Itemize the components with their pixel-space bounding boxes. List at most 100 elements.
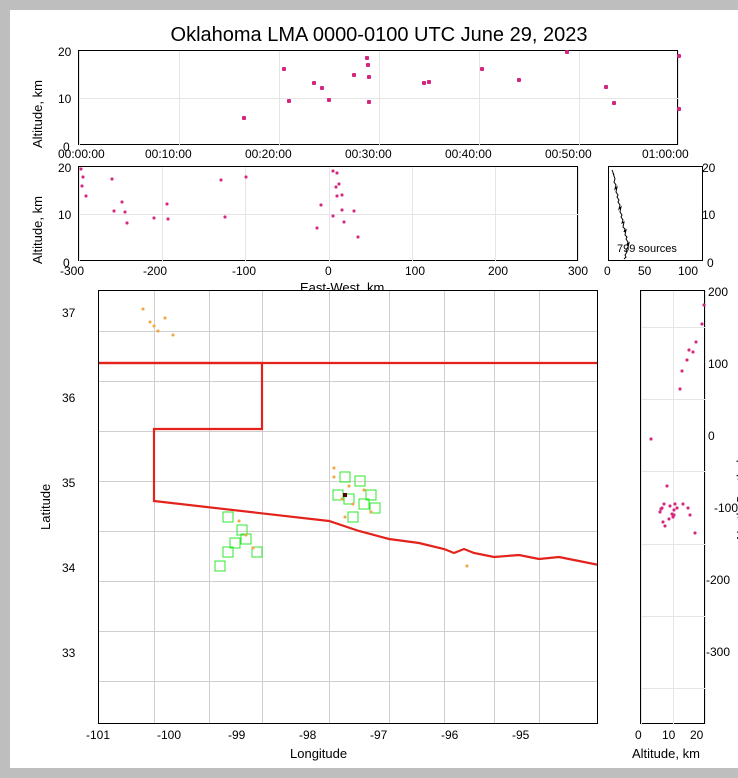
scatter-point-northsouth-altitude [664, 525, 667, 528]
storm-cell-marker[interactable] [347, 511, 358, 522]
storm-cell-marker[interactable] [355, 476, 366, 487]
lat-tick-33: 33 [62, 646, 75, 660]
scatter-point-eastwest-altitude [121, 200, 124, 203]
x-tick2-6: 300 [568, 264, 588, 278]
x-tick2-5: 200 [488, 264, 508, 278]
scatter-point-time-altitude [604, 85, 608, 89]
scatter-point-eastwest-altitude [336, 195, 339, 198]
scatter-point-eastwest-altitude [125, 222, 128, 225]
scatter-point-time-altitude [282, 67, 286, 71]
northsouth-altitude-panel[interactable] [640, 290, 705, 724]
gridline [641, 616, 706, 617]
sparse-lma-source-marker [362, 489, 365, 492]
scatter-point-time-altitude [677, 54, 681, 58]
scatter-point-time-altitude [366, 63, 370, 67]
storm-cell-marker[interactable] [215, 560, 226, 571]
y-tick2-20: 20 [58, 161, 71, 175]
state-border-svg [99, 291, 598, 724]
lat-tick-35: 35 [62, 476, 75, 490]
x-tick2-4: 100 [405, 264, 425, 278]
x-tick-0: 00:00:00 [58, 147, 105, 161]
gridline [641, 327, 706, 328]
sparse-lma-source-marker [333, 467, 336, 470]
scatter-point-time-altitude [480, 67, 484, 71]
gridline [641, 688, 706, 689]
storm-cell-marker[interactable] [222, 547, 233, 558]
lon-tick--99: -99 [228, 728, 245, 742]
x-tick-1: 00:10:00 [145, 147, 192, 161]
scatter-point-time-altitude [612, 101, 616, 105]
y-tick2-10: 10 [58, 208, 71, 222]
scatter-point-eastwest-altitude [153, 217, 156, 220]
scatter-point-northsouth-altitude [674, 503, 677, 506]
right-ylabel: North-South, km [734, 390, 738, 540]
x-tick3-1: 50 [638, 264, 651, 278]
scatter-point-northsouth-altitude [688, 349, 691, 352]
oklahoma-map-panel[interactable] [98, 290, 598, 724]
scatter-point-eastwest-altitude [319, 204, 322, 207]
scatter-point-eastwest-altitude [84, 195, 87, 198]
scatter-point-eastwest-altitude [80, 185, 83, 188]
scatter-point-eastwest-altitude [353, 210, 356, 213]
scatter-point-northsouth-altitude [671, 515, 674, 518]
scatter-point-time-altitude [320, 86, 324, 90]
x-tick2-0: -300 [60, 264, 84, 278]
scatter-point-northsouth-altitude [679, 387, 682, 390]
y-tick-10: 10 [58, 92, 71, 106]
scatter-point-time-altitude [517, 78, 521, 82]
scatter-point-northsouth-altitude [658, 510, 661, 513]
scatter-point-eastwest-altitude [340, 193, 343, 196]
scatter-point-northsouth-altitude [667, 517, 670, 520]
x-tick-2: 00:20:00 [245, 147, 292, 161]
sources-count-label: 799 sources [617, 243, 677, 255]
scatter-point-northsouth-altitude [682, 503, 685, 506]
scatter-point-northsouth-altitude [701, 322, 704, 325]
scatter-point-northsouth-altitude [686, 358, 689, 361]
x-tick-5: 00:50:00 [545, 147, 592, 161]
scatter-point-eastwest-altitude [332, 169, 335, 172]
scatter-point-northsouth-altitude [649, 438, 652, 441]
scatter-point-eastwest-altitude [332, 214, 335, 217]
gridline [641, 471, 706, 472]
scatter-point-time-altitude [422, 81, 426, 85]
storm-cell-marker[interactable] [222, 511, 233, 522]
gridline [705, 291, 706, 725]
scatter-point-eastwest-altitude [219, 179, 222, 182]
right-xlabel: Altitude, km [632, 746, 700, 761]
scatter-point-time-altitude [367, 100, 371, 104]
lma-plot-window: Oklahoma LMA 0000-0100 UTC June 29, 2023… [10, 10, 738, 768]
scatter-point-eastwest-altitude [315, 226, 318, 229]
storm-cell-marker[interactable] [340, 472, 351, 483]
scatter-point-eastwest-altitude [343, 220, 346, 223]
eastwest-altitude-panel[interactable] [78, 166, 578, 261]
lat-tick-37: 37 [62, 306, 75, 320]
ns-tick-200: 100 [708, 357, 728, 371]
altitude-histogram-panel[interactable]: 799 sources [608, 166, 703, 261]
scatter-point-eastwest-altitude [357, 235, 360, 238]
scatter-point-eastwest-altitude [340, 208, 343, 211]
ns-tick-m100: -200 [706, 573, 730, 587]
scatter-point-northsouth-altitude [688, 514, 691, 517]
lat-tick-34: 34 [62, 561, 75, 575]
alt-tick-20: 20 [690, 728, 703, 742]
cluster-centroid-marker [343, 493, 347, 497]
scatter-point-northsouth-altitude [703, 304, 706, 307]
scatter-point-eastwest-altitude [336, 171, 339, 174]
x-tick2-3: 0 [325, 264, 332, 278]
x-tick-6: 01:00:00 [642, 147, 689, 161]
scatter-point-eastwest-altitude [167, 218, 170, 221]
alt-tick-10: 10 [662, 728, 675, 742]
scatter-point-northsouth-altitude [666, 485, 669, 488]
gridline [79, 98, 679, 99]
scatter-point-time-altitude [677, 107, 681, 111]
time-altitude-panel[interactable] [78, 50, 678, 145]
top-ylabel: Altitude, km [30, 58, 45, 148]
y-tick-20: 20 [58, 45, 71, 59]
scatter-point-time-altitude [312, 81, 316, 85]
scatter-point-eastwest-altitude [165, 202, 168, 205]
scatter-point-eastwest-altitude [82, 175, 85, 178]
sparse-lma-source-marker [252, 546, 255, 549]
x-tick2-2: -100 [232, 264, 256, 278]
storm-cell-marker[interactable] [358, 498, 369, 509]
sparse-lma-source-marker [344, 515, 347, 518]
